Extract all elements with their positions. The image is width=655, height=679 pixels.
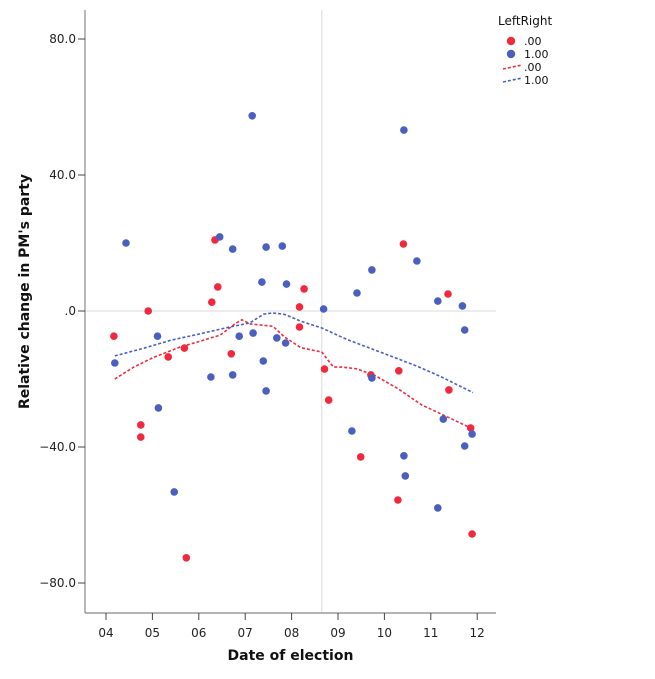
legend-label: .00	[524, 61, 542, 74]
data-point-series-1	[460, 326, 469, 334]
data-points	[110, 112, 476, 562]
data-point-series-1	[235, 332, 243, 341]
data-point-series-1	[122, 239, 130, 247]
x-tick-label: 07	[238, 626, 253, 640]
legend-line-1	[502, 77, 523, 83]
legend-line-0	[502, 64, 523, 70]
data-point-series-0	[164, 353, 172, 361]
data-point-series-1	[262, 243, 270, 251]
data-point-series-0	[324, 396, 333, 404]
data-point-series-1	[248, 112, 256, 120]
data-point-series-1	[434, 297, 442, 305]
data-point-series-1	[368, 374, 376, 382]
data-point-series-1	[259, 357, 268, 365]
data-point-series-0	[300, 285, 308, 293]
data-point-series-1	[468, 430, 476, 438]
data-point-series-0	[214, 283, 222, 291]
x-tick-label: 12	[470, 626, 485, 640]
legend-title: LeftRight	[498, 14, 552, 28]
data-point-series-1	[228, 245, 237, 253]
data-point-series-1	[401, 472, 410, 480]
data-point-series-0	[295, 323, 304, 331]
axes: 80.0 40.0 .0 −40.0 −80.0 04 05 06 07 08 09 10 11 12	[39, 10, 496, 640]
y-tick-label: −40.0	[39, 440, 76, 454]
x-tick-label: 05	[145, 626, 160, 640]
x-tick-label: 11	[423, 626, 438, 640]
data-point-series-0	[468, 530, 476, 538]
y-axis-title: Relative change in PM's party	[17, 174, 33, 409]
x-axis-title: Date of election	[228, 648, 354, 664]
fit-line-1	[114, 312, 474, 394]
data-point-series-1	[413, 257, 421, 265]
legend-marker-1	[506, 49, 516, 59]
data-point-series-1	[282, 280, 291, 288]
y-tick-label: 80.0	[49, 32, 76, 46]
data-point-series-1	[353, 289, 361, 297]
data-point-series-1	[348, 427, 356, 435]
y-tick-label: −80.0	[39, 576, 76, 590]
x-tick-label: 08	[284, 626, 299, 640]
data-point-series-1	[434, 504, 442, 512]
legend: LeftRight .001.00.001.00	[498, 14, 552, 87]
x-tick-label: 10	[377, 626, 392, 640]
data-point-series-1	[400, 126, 408, 134]
data-point-series-1	[170, 488, 178, 496]
y-tick-label: 40.0	[49, 168, 76, 182]
data-point-series-0	[395, 367, 403, 375]
data-point-series-0	[182, 554, 191, 562]
legend-marker-0	[506, 36, 516, 46]
data-point-series-0	[466, 424, 475, 432]
data-point-series-1	[281, 339, 290, 347]
x-tick-label: 09	[330, 626, 345, 640]
data-point-series-1	[111, 359, 119, 367]
data-point-series-1	[249, 329, 257, 337]
data-point-series-1	[319, 305, 328, 313]
data-point-series-1	[368, 266, 376, 274]
data-point-series-1	[458, 302, 467, 310]
data-point-series-1	[153, 332, 162, 341]
data-point-series-1	[228, 371, 237, 379]
data-point-series-1	[154, 404, 163, 412]
fit-line-0	[114, 318, 474, 430]
legend-label: .00	[524, 35, 542, 48]
data-point-series-0	[445, 386, 453, 394]
data-point-series-0	[295, 303, 304, 311]
data-point-series-0	[227, 350, 236, 358]
data-point-series-0	[208, 298, 216, 307]
data-point-series-1	[273, 334, 281, 342]
data-point-series-1	[460, 442, 469, 450]
data-point-series-0	[394, 496, 402, 504]
data-point-series-1	[207, 373, 215, 381]
legend-label: 1.00	[524, 48, 549, 61]
data-point-series-0	[144, 307, 152, 315]
data-point-series-1	[258, 278, 266, 286]
data-point-series-0	[399, 240, 408, 248]
x-tick-label: 06	[191, 626, 206, 640]
fit-lines	[114, 312, 474, 430]
data-point-series-0	[110, 332, 118, 341]
data-point-series-0	[444, 290, 452, 298]
data-point-series-0	[137, 433, 145, 441]
data-point-series-0	[356, 453, 365, 461]
data-point-series-0	[180, 344, 189, 352]
data-point-series-1	[215, 233, 224, 241]
x-tick-label: 04	[98, 626, 113, 640]
y-tick-label: .0	[65, 304, 76, 318]
data-point-series-0	[137, 421, 145, 429]
data-point-series-1	[262, 387, 270, 395]
data-point-series-1	[400, 452, 408, 460]
legend-label: 1.00	[524, 74, 549, 87]
data-point-series-0	[320, 365, 329, 373]
data-point-series-1	[278, 242, 287, 250]
data-point-series-1	[439, 415, 448, 423]
